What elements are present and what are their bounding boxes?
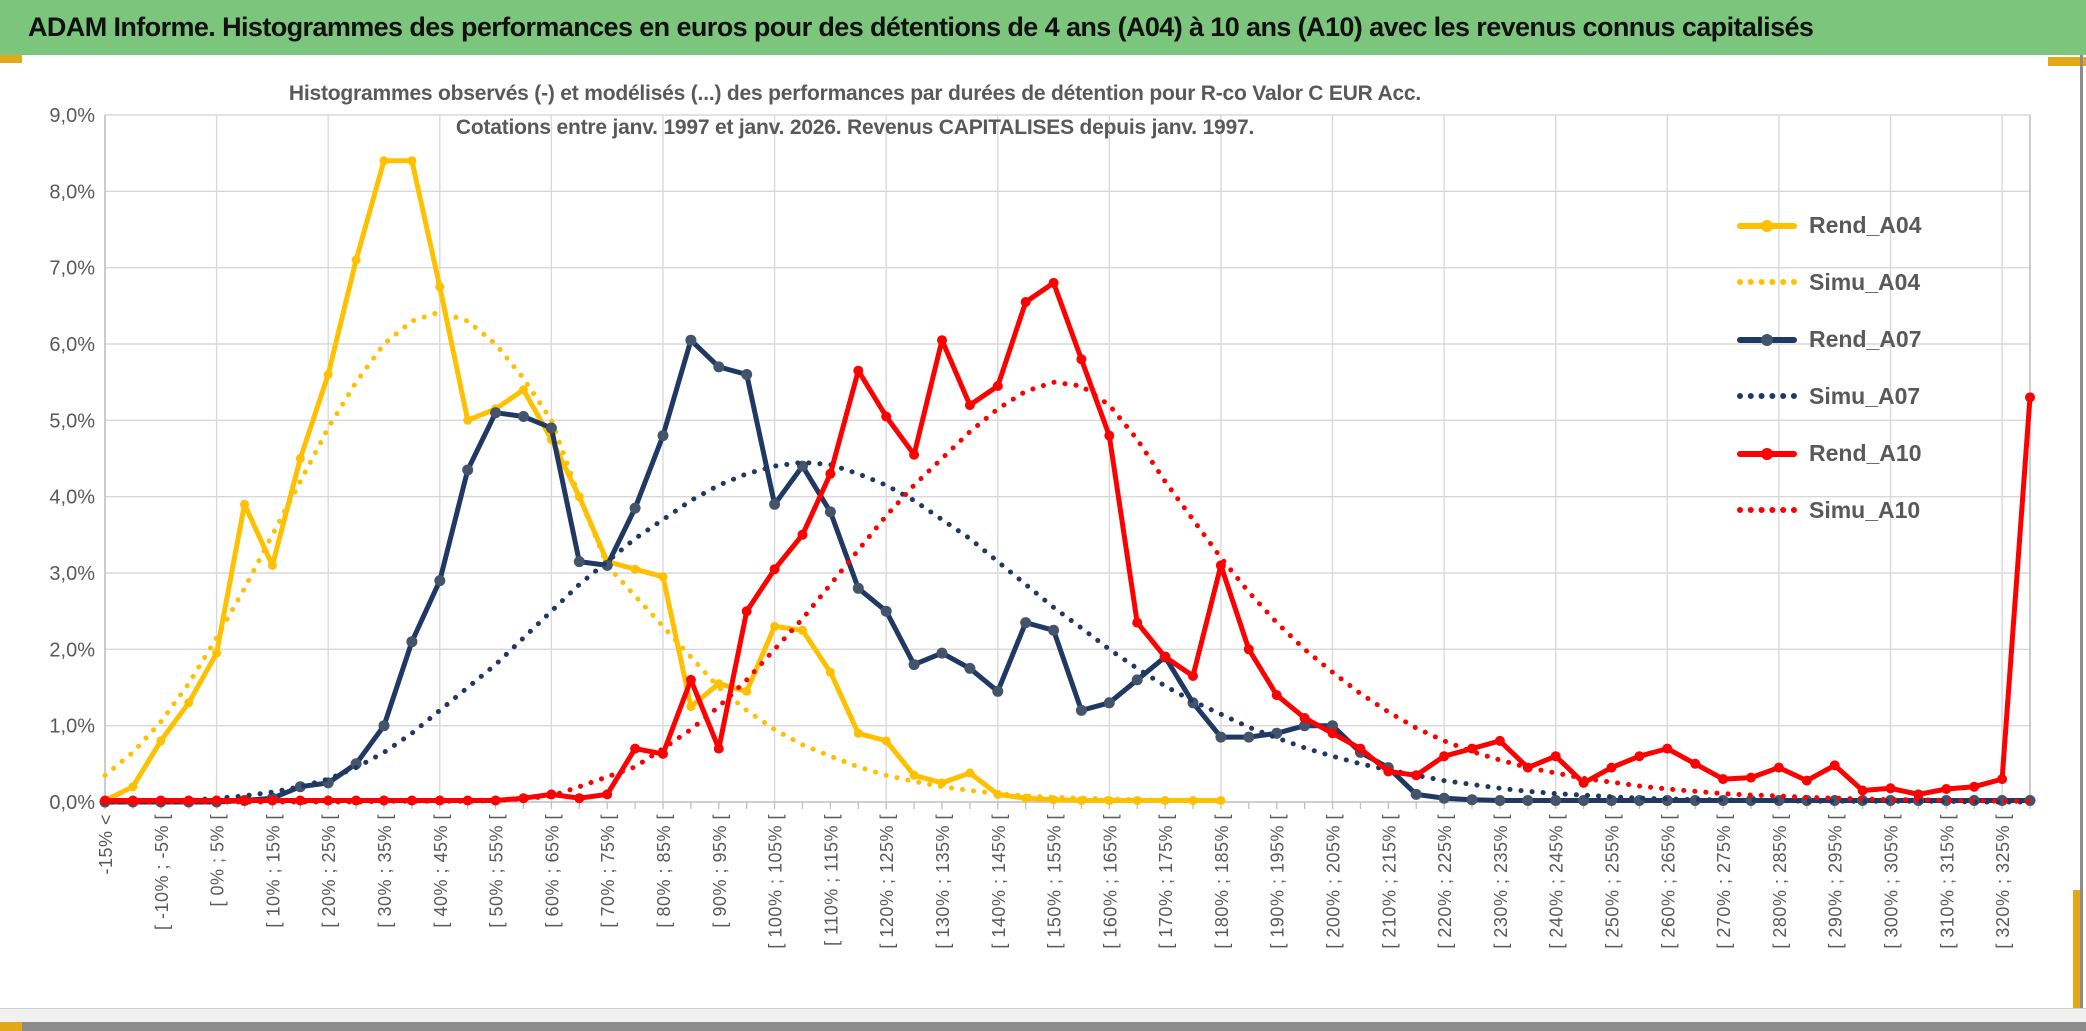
legend-label: Simu_A10: [1809, 497, 1921, 523]
chart-subtitle: Cotations entre janv. 1997 et janv. 2026…: [455, 116, 1255, 139]
status-bar: [0, 1022, 2086, 1031]
svg-text:[ 170% ; 175% [: [ 170% ; 175% [: [1156, 814, 1176, 949]
series-rend_a04: [100, 156, 1226, 805]
svg-text:[ 110% ; 115% [: [ 110% ; 115% [: [821, 814, 841, 946]
legend-item-simu-a04: Simu_A04: [1737, 265, 1921, 300]
svg-text:1,0%: 1,0%: [49, 716, 95, 738]
svg-text:-15% <: -15% <: [96, 814, 116, 875]
chart-border-corner-top-left: [0, 55, 22, 63]
svg-text:[ 120% ; 125% [: [ 120% ; 125% [: [877, 814, 897, 949]
chart-border-corner-top-right: [2048, 57, 2086, 66]
svg-text:4,0%: 4,0%: [49, 487, 95, 509]
svg-text:[ 140% ; 145% [: [ 140% ; 145% [: [989, 814, 1009, 949]
legend-item-rend-a10: Rend_A10: [1737, 436, 1921, 471]
svg-text:6,0%: 6,0%: [49, 334, 95, 356]
legend-label: Rend_A07: [1809, 326, 1922, 352]
svg-text:[ 40% ; 45% [: [ 40% ; 45% [: [431, 814, 451, 928]
svg-text:[ 190% ; 195% [: [ 190% ; 195% [: [1268, 814, 1288, 949]
svg-text:[ 230% ; 235% [: [ 230% ; 235% [: [1491, 814, 1511, 949]
svg-text:[ 20% ; 25% [: [ 20% ; 25% [: [319, 814, 339, 928]
svg-text:5,0%: 5,0%: [49, 410, 95, 432]
legend-label: Rend_A10: [1809, 440, 1922, 466]
svg-text:[ 150% ; 155% [: [ 150% ; 155% [: [1045, 814, 1065, 949]
svg-text:[ 300% ; 305% [: [ 300% ; 305% [: [1882, 814, 1902, 949]
legend-sample-dotted-navy-icon: [1737, 379, 1797, 414]
chart-legend: Rend_A04 Simu_A04 Rend_A07 Simu_A07 Rend…: [1737, 208, 1921, 528]
legend-item-rend-a04: Rend_A04: [1737, 208, 1921, 243]
svg-text:[ 200% ; 205% [: [ 200% ; 205% [: [1324, 814, 1344, 949]
legend-sample-dotted-red-icon: [1737, 493, 1797, 528]
svg-text:0,0%: 0,0%: [49, 792, 95, 814]
chart-border-corner-bottom-left: [0, 1022, 22, 1031]
svg-text:[ 10% ; 15% [: [ 10% ; 15% [: [263, 814, 283, 928]
svg-text:[ 250% ; 255% [: [ 250% ; 255% [: [1603, 814, 1623, 949]
legend-label: Simu_A04: [1809, 269, 1921, 295]
svg-text:7,0%: 7,0%: [49, 258, 95, 280]
svg-text:[ 130% ; 135% [: [ 130% ; 135% [: [933, 814, 953, 949]
svg-text:[ 100% ; 105% [: [ 100% ; 105% [: [766, 814, 786, 949]
svg-text:9,0%: 9,0%: [49, 105, 95, 127]
svg-text:3,0%: 3,0%: [49, 563, 95, 585]
legend-sample-solid-red-icon: [1737, 436, 1797, 471]
legend-item-rend-a07: Rend_A07: [1737, 322, 1921, 357]
svg-text:[ 70% ; 75% [: [ 70% ; 75% [: [598, 814, 618, 928]
banner-title: ADAM Informe. Histogrammes des performan…: [28, 12, 1814, 42]
legend-item-simu-a07: Simu_A07: [1737, 379, 1921, 414]
svg-text:[ 270% ; 275% [: [ 270% ; 275% [: [1714, 814, 1734, 949]
svg-text:[ 180% ; 185% [: [ 180% ; 185% [: [1212, 814, 1232, 949]
svg-text:[ 290% ; 295% [: [ 290% ; 295% [: [1826, 814, 1846, 949]
chart-border-right-segment: [2073, 890, 2080, 1008]
svg-text:2,0%: 2,0%: [49, 639, 95, 661]
horizontal-scrollbar[interactable]: [0, 1008, 2086, 1023]
x-axis-labels: -15% < [ -10% ; -5% [ [ 0% ; 5% [ [ 10% ; 1…: [96, 814, 2013, 949]
series-simu_a10: [102, 379, 2033, 805]
svg-text:[ 240% ; 245% [: [ 240% ; 245% [: [1547, 814, 1567, 949]
svg-text:[ 210% ; 215% [: [ 210% ; 215% [: [1379, 814, 1399, 949]
svg-text:[ 80% ; 85% [: [ 80% ; 85% [: [654, 814, 674, 928]
svg-text:[ 320% ; 325% [: [ 320% ; 325% [: [1993, 814, 2013, 949]
series-simu_a07: [102, 459, 2033, 805]
svg-text:[ 260% ; 265% [: [ 260% ; 265% [: [1658, 814, 1678, 949]
svg-text:[ -10% ; -5% [: [ -10% ; -5% [: [152, 814, 172, 930]
legend-item-simu-a10: Simu_A10: [1737, 493, 1921, 528]
svg-text:[ 90% ; 95% [: [ 90% ; 95% [: [710, 814, 730, 928]
svg-text:[ 280% ; 285% [: [ 280% ; 285% [: [1770, 814, 1790, 949]
svg-text:[ 50% ; 55% [: [ 50% ; 55% [: [487, 814, 507, 928]
svg-text:8,0%: 8,0%: [49, 181, 95, 203]
window-right-edge: [2080, 55, 2083, 1031]
legend-sample-solid-gold-icon: [1737, 208, 1797, 243]
banner: ADAM Informe. Histogrammes des performan…: [0, 0, 2086, 55]
svg-text:[ 30% ; 35% [: [ 30% ; 35% [: [375, 814, 395, 928]
legend-label: Simu_A07: [1809, 383, 1921, 409]
legend-label: Rend_A04: [1809, 212, 1922, 238]
gridlines: [105, 114, 2030, 802]
svg-text:[ 310% ; 315% [: [ 310% ; 315% [: [1937, 814, 1957, 949]
legend-sample-solid-navy-icon: [1737, 322, 1797, 357]
svg-text:[ 220% ; 225% [: [ 220% ; 225% [: [1435, 814, 1455, 949]
svg-text:[ 60% ; 65% [: [ 60% ; 65% [: [542, 814, 562, 928]
chart-title: Histogrammes observés (-) et modélisés (…: [288, 82, 1422, 105]
legend-sample-dotted-gold-icon: [1737, 265, 1797, 300]
svg-text:[ 160% ; 165% [: [ 160% ; 165% [: [1100, 814, 1120, 949]
svg-text:[ 0% ; 5% [: [ 0% ; 5% [: [208, 814, 228, 907]
y-axis-labels: 0,0% 1,0% 2,0% 3,0% 4,0% 5,0% 6,0% 7,0% 8,0% 9,0%: [49, 105, 95, 814]
